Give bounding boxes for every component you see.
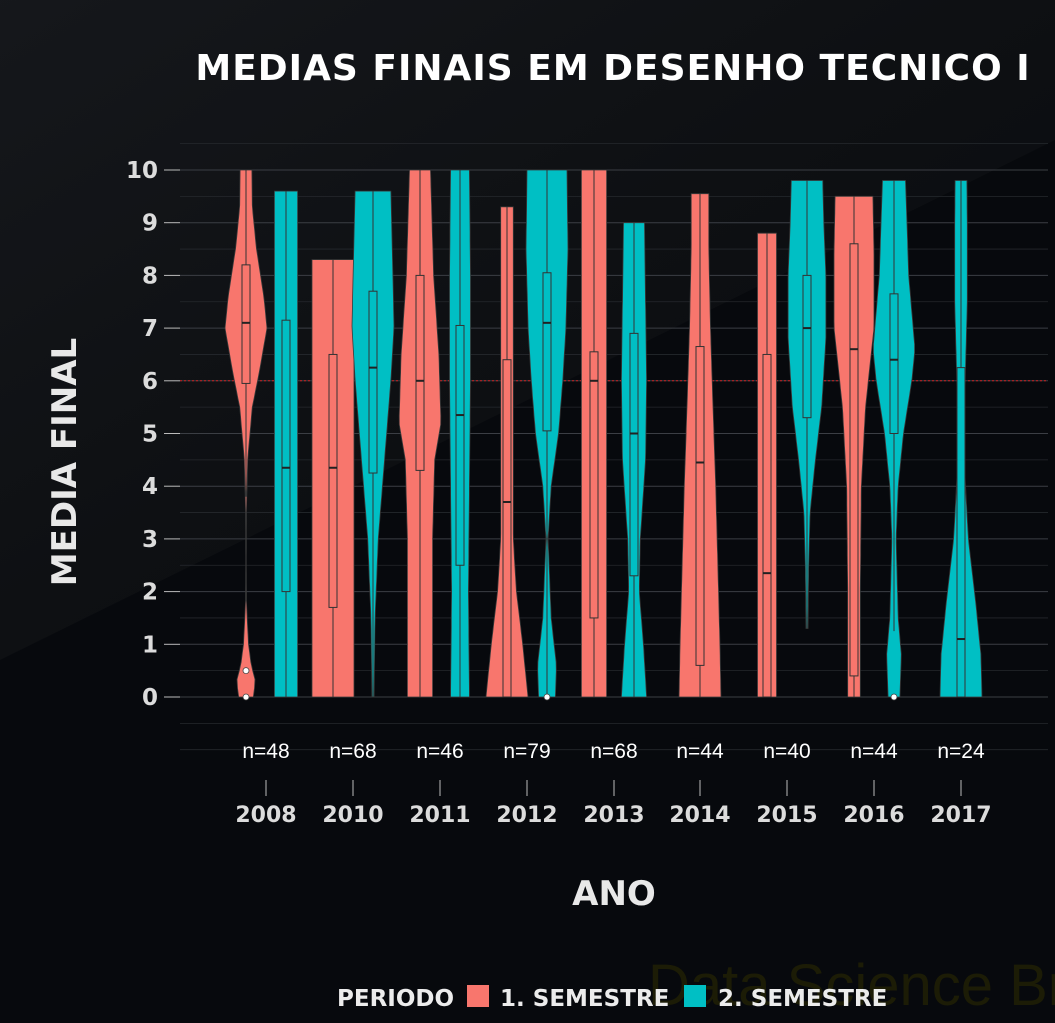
violin-2016-s2: [873, 180, 915, 701]
y-tick-label: 2: [142, 580, 158, 606]
box: [368, 290, 378, 474]
box: [502, 359, 512, 698]
violin-2011-s1: [398, 169, 442, 698]
legend-swatch-2-semestre: [684, 985, 706, 1007]
legend-swatch-1-semestre: [467, 985, 489, 1007]
violin-2010-s2: [351, 190, 395, 698]
watermark: Data Science Broon: [648, 953, 1055, 1018]
violin-2014-s1: [678, 193, 722, 698]
violin-2017-s2: [939, 180, 983, 698]
x-tick-label: 2015: [756, 803, 817, 828]
x-axis-title: ANO: [572, 874, 656, 914]
x-axis-ticks: 2008 2010 2011 2012 2013 2014 2015 2016 2017: [235, 780, 992, 828]
box: [889, 293, 899, 434]
count-label: n=44: [850, 740, 898, 763]
x-tick-label: 2012: [496, 803, 557, 828]
violin-2012-s2: [525, 169, 569, 701]
x-tick-label: 2010: [322, 803, 383, 828]
count-label: n=68: [329, 740, 376, 763]
violins: [224, 169, 983, 701]
chart-title: MEDIAS FINAIS EM DESENHO TECNICO I: [195, 48, 1030, 89]
box: [241, 264, 251, 384]
y-tick-label: 3: [142, 527, 158, 553]
count-label: n=40: [763, 740, 810, 763]
box: [328, 353, 338, 608]
count-label: n=68: [590, 740, 637, 763]
box: [629, 332, 639, 577]
y-tick-label: 9: [142, 211, 158, 237]
y-tick-label: 4: [142, 474, 158, 500]
count-labels: n=48 n=68 n=46 n=79 n=68 n=44 n=40 n=44 n=24: [242, 740, 985, 763]
y-axis-ticks: 0 1 2 3 4 5 6 7 8 9 10: [126, 158, 180, 711]
violin-2015-s2: [787, 180, 827, 629]
y-tick-label: 0: [142, 685, 158, 711]
box: [415, 274, 425, 471]
legend-label-1-semestre: 1. SEMESTRE: [500, 986, 669, 1012]
x-tick-label: 2011: [409, 803, 470, 828]
outlier-point: [242, 693, 250, 701]
legend-label-2-semestre: 2. SEMESTRE: [718, 986, 887, 1012]
violin-2015-s1: [757, 232, 777, 698]
box: [695, 346, 705, 666]
x-tick-label: 2017: [930, 803, 991, 828]
y-tick-label: 1: [142, 632, 158, 658]
box: [455, 324, 465, 566]
violin-2008-s2: [274, 190, 298, 698]
x-tick-label: 2016: [843, 803, 904, 828]
count-label: n=48: [242, 740, 289, 763]
x-tick-label: 2014: [669, 803, 730, 828]
y-tick-label: 7: [142, 316, 158, 342]
x-tick-label: 2008: [235, 803, 296, 828]
box: [281, 319, 291, 593]
violin-2011-s2: [449, 169, 471, 698]
legend: PERIODO 1. SEMESTRE 2. SEMESTRE: [337, 985, 887, 1012]
legend-title: PERIODO: [337, 986, 454, 1012]
y-tick-label: 10: [126, 158, 158, 184]
x-tick-label: 2013: [583, 803, 644, 828]
outlier-point: [242, 667, 250, 675]
background-sweep: [0, 0, 1055, 660]
box: [956, 367, 966, 698]
count-label: n=79: [503, 740, 550, 763]
box: [589, 351, 599, 619]
violin-2013-s2: [620, 222, 648, 698]
box: [849, 243, 859, 677]
violin-2016-s1: [833, 195, 875, 698]
y-tick-label: 6: [142, 369, 158, 395]
y-axis-title: MEDIA FINAL: [45, 338, 85, 586]
outlier-point: [543, 693, 551, 701]
violin-2012-s1: [485, 206, 529, 698]
y-tick-label: 8: [142, 263, 158, 289]
count-label: n=46: [416, 740, 463, 763]
box: [762, 353, 772, 698]
count-label: n=24: [937, 740, 985, 763]
count-label: n=44: [676, 740, 724, 763]
outlier-point: [890, 693, 898, 701]
box: [542, 272, 552, 432]
box: [802, 274, 812, 419]
y-tick-label: 5: [142, 422, 158, 448]
violin-2008-s1: [224, 169, 268, 701]
violin-2013-s1: [581, 169, 607, 698]
violin-2010-s1: [311, 259, 355, 698]
